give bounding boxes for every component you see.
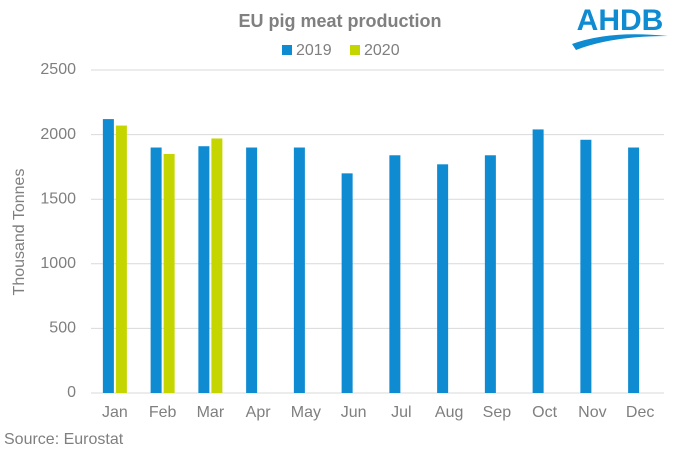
legend-swatch bbox=[350, 45, 360, 55]
x-tick-label: Apr bbox=[246, 404, 272, 421]
y-axis-label: Thousand Tonnes bbox=[11, 169, 28, 296]
x-tick-label: Sep bbox=[483, 404, 512, 421]
bar bbox=[293, 147, 305, 393]
x-tick-label: Nov bbox=[578, 404, 606, 421]
x-tick-label: Jul bbox=[391, 404, 411, 421]
x-tick-label: Feb bbox=[149, 404, 177, 421]
x-tick-label: Jan bbox=[102, 404, 128, 421]
y-tick-label: 1500 bbox=[40, 190, 76, 207]
y-tick-label: 0 bbox=[67, 384, 76, 401]
bar bbox=[163, 153, 175, 393]
bar bbox=[246, 147, 258, 393]
x-tick-label: Mar bbox=[197, 404, 225, 421]
bar bbox=[437, 164, 449, 393]
x-tick-label: Oct bbox=[532, 404, 557, 421]
bar bbox=[389, 155, 401, 393]
legend-label: 2019 bbox=[296, 42, 332, 59]
y-tick-label: 2000 bbox=[40, 126, 76, 143]
logo-swoosh bbox=[572, 34, 668, 50]
x-tick-label: Dec bbox=[626, 404, 654, 421]
legend-swatch bbox=[282, 45, 292, 55]
x-tick-label: May bbox=[291, 404, 321, 421]
logo: AHDB bbox=[572, 4, 668, 50]
legend-label: 2020 bbox=[364, 42, 400, 59]
bar bbox=[580, 139, 592, 393]
bar bbox=[211, 138, 223, 393]
bar bbox=[102, 119, 114, 393]
chart-title: EU pig meat production bbox=[238, 11, 441, 31]
x-tick-label: Aug bbox=[435, 404, 463, 421]
bar bbox=[198, 146, 210, 393]
bar bbox=[115, 125, 127, 393]
bar bbox=[484, 155, 496, 393]
bar bbox=[150, 147, 162, 393]
y-tick-label: 1000 bbox=[40, 255, 76, 272]
y-tick-label: 2500 bbox=[40, 61, 76, 78]
y-tick-label: 500 bbox=[49, 320, 76, 337]
source: Source: Eurostat bbox=[4, 431, 124, 448]
bar bbox=[628, 147, 640, 393]
bar bbox=[532, 129, 544, 393]
bar bbox=[341, 173, 353, 393]
logo-text: AHDB bbox=[577, 4, 664, 37]
x-tick-label: Jun bbox=[341, 404, 367, 421]
